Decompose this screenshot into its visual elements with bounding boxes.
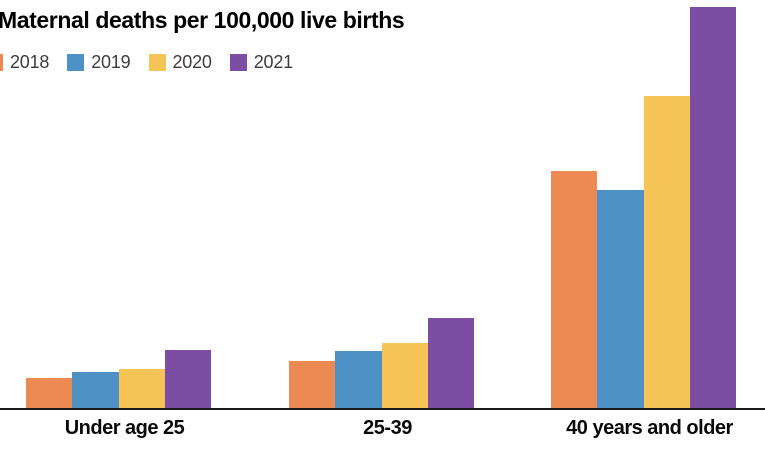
legend-label-2020: 2020 xyxy=(172,52,212,72)
category-label-25-39: 25-39 xyxy=(363,417,412,439)
bar-2018-25-39 xyxy=(289,360,336,409)
legend-item-2021: 2021 xyxy=(229,52,293,73)
legend-item-2019: 2019 xyxy=(67,52,131,73)
bar-2020-under-age-25 xyxy=(118,368,165,409)
legend-swatch-2019 xyxy=(67,54,85,71)
legend-swatch-2018 xyxy=(0,54,3,71)
legend-swatch-2020 xyxy=(148,54,166,71)
bar-2019-25-39 xyxy=(335,351,382,409)
bar-2021-under-age-25 xyxy=(164,349,211,409)
legend-item-2018: 2018 xyxy=(0,52,49,73)
bar-2020-40-years-and-older xyxy=(643,95,690,409)
legend-item-2020: 2020 xyxy=(148,52,212,73)
bar-2020-25-39 xyxy=(381,342,428,409)
legend-label-2018: 2018 xyxy=(10,52,50,72)
category-label-40-and-older: 40 years and older xyxy=(566,417,733,439)
chart-title: Maternal deaths per 100,000 live births xyxy=(0,7,405,33)
legend-swatch-2021 xyxy=(229,54,247,71)
bar-2018-40-years-and-older xyxy=(551,171,598,409)
category-label-under-age-25: Under age 25 xyxy=(64,417,185,439)
bar-2021-25-39 xyxy=(427,318,474,409)
bar-2019-40-years-and-older xyxy=(597,189,644,409)
bar-2019-under-age-25 xyxy=(72,372,119,409)
legend-label-2021: 2021 xyxy=(253,52,293,72)
x-axis-line xyxy=(0,408,765,410)
bar-2021-40-years-and-older xyxy=(689,7,736,409)
legend-label-2019: 2019 xyxy=(91,52,131,72)
legend: 2018 2019 2020 2021 xyxy=(0,52,293,73)
bar-2018-under-age-25 xyxy=(26,378,73,409)
